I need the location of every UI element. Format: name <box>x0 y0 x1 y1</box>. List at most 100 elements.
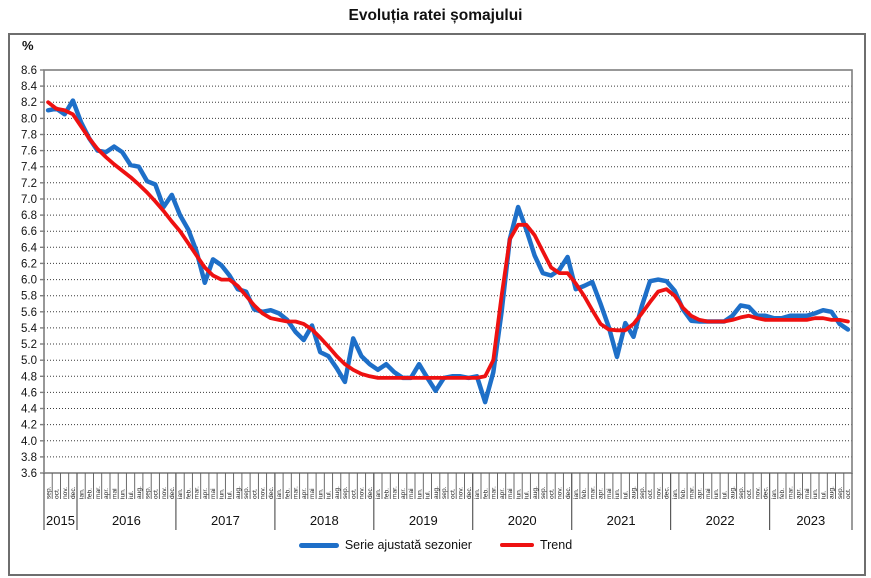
month-tick-label: oct. <box>153 488 160 499</box>
month-tick-label: oct. <box>647 488 654 499</box>
month-tick-label: iun. <box>219 488 226 499</box>
y-axis-tick-label: 6.2 <box>21 258 37 270</box>
month-tick-label: ian. <box>474 488 481 499</box>
month-tick-label: aug. <box>631 486 638 499</box>
y-axis-tick-label: 4.6 <box>21 387 37 399</box>
month-tick-label: mai <box>111 488 118 499</box>
year-label: 2015 <box>46 513 75 528</box>
y-axis-tick-label: 7.6 <box>21 146 37 158</box>
month-tick-label: nov. <box>655 487 662 499</box>
y-axis-tick-label: 5.8 <box>21 291 37 303</box>
month-tick-label: nov. <box>62 487 69 499</box>
month-tick-label: feb. <box>581 488 588 499</box>
red-line-swatch-icon <box>499 543 534 547</box>
month-tick-label: ian. <box>771 488 778 499</box>
month-tick-label: mai <box>705 488 712 499</box>
y-axis-tick-label: 8.6 <box>21 65 37 77</box>
month-tick-label: iul. <box>820 490 827 499</box>
month-tick-label: aug. <box>235 486 242 499</box>
month-tick-label: iul. <box>227 490 234 499</box>
month-tick-label: ian. <box>573 488 580 499</box>
y-axis-tick-label: 6.4 <box>21 242 38 254</box>
y-axis-tick-label: 5.0 <box>21 355 37 367</box>
month-tick-label: mar. <box>95 486 102 499</box>
y-axis-tick-label: 8.2 <box>21 97 37 109</box>
month-tick-label: iun. <box>416 488 423 499</box>
month-tick-label: aug. <box>334 486 341 499</box>
month-tick-label: apr. <box>796 488 803 499</box>
y-axis-tick-label: 5.4 <box>21 323 38 335</box>
month-tick-label: feb. <box>87 488 94 499</box>
y-axis-tick-label: 8.0 <box>21 113 37 125</box>
y-axis-tick-label: 6.6 <box>21 226 37 238</box>
month-tick-label: aug. <box>730 486 737 499</box>
month-tick-label: feb. <box>383 488 390 499</box>
y-axis-tick-label: 7.0 <box>21 194 37 206</box>
year-label: 2020 <box>508 513 537 528</box>
month-tick-label: feb. <box>779 488 786 499</box>
y-axis-tick-label: 3.6 <box>21 468 37 480</box>
month-tick-label: iun. <box>120 488 127 499</box>
month-tick-label: sep. <box>639 486 646 499</box>
month-tick-label: oct. <box>54 488 61 499</box>
month-tick-label: iun. <box>515 488 522 499</box>
month-tick-label: ian. <box>375 488 382 499</box>
plot-frame <box>43 69 853 474</box>
month-tick-label: iul. <box>425 490 432 499</box>
month-tick-label: aug. <box>433 486 440 499</box>
y-axis-tick-label: 6.0 <box>21 275 37 287</box>
month-tick-label: apr. <box>697 488 704 499</box>
month-tick-label: oct. <box>845 488 852 499</box>
month-tick-label: dec. <box>763 486 770 499</box>
month-tick-label: feb. <box>680 488 687 499</box>
legend-item-trend: Trend <box>499 538 573 552</box>
month-tick-label: dec. <box>367 486 374 499</box>
month-tick-label: sep. <box>342 486 349 499</box>
month-tick-label: mar. <box>392 486 399 499</box>
month-tick-label: dec. <box>169 486 176 499</box>
month-tick-label: sep. <box>441 486 448 499</box>
month-tick-label: ian. <box>672 488 679 499</box>
month-tick-label: ian. <box>177 488 184 499</box>
month-tick-label: mai <box>408 488 415 499</box>
month-tick-label: sep. <box>45 486 52 499</box>
legend-label-trend: Trend <box>539 538 573 552</box>
month-tick-label: nov. <box>754 487 761 499</box>
month-tick-label: dec. <box>466 486 473 499</box>
year-label: 2019 <box>409 513 438 528</box>
month-tick-label: iul. <box>326 490 333 499</box>
month-tick-label: mar. <box>491 486 498 499</box>
month-tick-label: iun. <box>614 488 621 499</box>
month-tick-label: feb. <box>284 488 291 499</box>
month-tick-label: nov. <box>359 487 366 499</box>
y-axis-unit-label: % <box>22 38 34 53</box>
y-axis-tick-label: 3.8 <box>21 452 37 464</box>
month-tick-label: oct. <box>548 488 555 499</box>
legend-item-adjusted-series: Serie ajustată sezonier <box>298 538 472 552</box>
y-axis-tick-label: 8.4 <box>21 81 38 93</box>
y-axis-tick-label: 7.4 <box>21 162 38 174</box>
blue-line-swatch-icon <box>298 542 339 548</box>
month-tick-label: mai <box>210 488 217 499</box>
month-tick-label: apr. <box>103 488 110 499</box>
year-label: 2016 <box>112 513 141 528</box>
month-tick-label: iun. <box>713 488 720 499</box>
month-tick-label: iun. <box>317 488 324 499</box>
month-tick-label: sep. <box>540 486 547 499</box>
month-tick-label: oct. <box>449 488 456 499</box>
month-tick-label: mar. <box>293 486 300 499</box>
month-tick-label: sep. <box>243 486 250 499</box>
y-axis-tick-label: 4.4 <box>21 404 38 416</box>
chart-title: Evoluția ratei șomajului <box>348 7 523 24</box>
month-tick-label: aug. <box>829 486 836 499</box>
series-line-adjusted <box>45 98 851 405</box>
month-tick-label: iul. <box>623 490 630 499</box>
month-tick-label: sep. <box>144 486 151 499</box>
y-axis-tick-label: 5.6 <box>21 307 37 319</box>
month-tick-label: nov. <box>260 487 267 499</box>
month-tick-label: dec. <box>565 486 572 499</box>
month-tick-label: nov. <box>557 487 564 499</box>
y-axis-tick-label: 4.2 <box>21 420 37 432</box>
